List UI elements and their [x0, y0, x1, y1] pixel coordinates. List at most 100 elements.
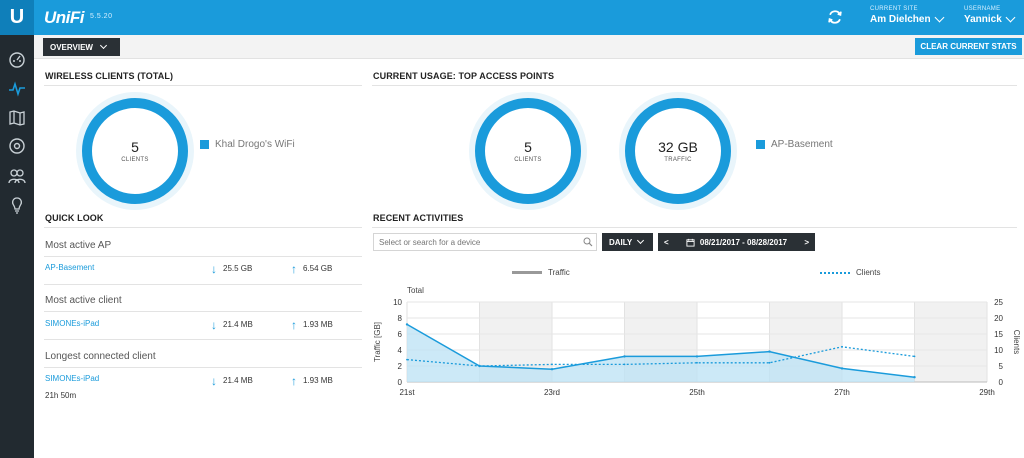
x-tick-label: 25th	[689, 388, 705, 397]
x-tick-label: 29th	[979, 388, 995, 397]
clear-current-stats-button[interactable]: CLEAR CURRENT STATS	[915, 38, 1022, 55]
connection-duration: 21h 50m	[45, 391, 77, 400]
clients-point	[768, 361, 771, 364]
traffic-point	[695, 355, 699, 358]
chevron-down-icon	[934, 12, 945, 23]
overview-label: OVERVIEW	[50, 42, 93, 52]
download-value: 25.5 GB	[223, 264, 253, 273]
ap-clients-donut: 5 CLIENTS	[475, 98, 581, 204]
upload-stat: ↑ 1.93 MB	[291, 373, 333, 388]
current-site-selector[interactable]: CURRENT SITE Am Dielchen	[870, 6, 945, 25]
clients-point	[551, 363, 553, 366]
prev-range-button[interactable]: <	[664, 237, 669, 247]
divider	[44, 339, 362, 340]
donut-value: 32 GB	[658, 139, 698, 155]
traffic-point	[550, 368, 554, 371]
traffic-point	[840, 367, 844, 370]
donut-value: 5	[524, 139, 532, 155]
clients-point	[406, 358, 408, 361]
date-range-value: 08/21/2017 - 08/28/2017	[699, 237, 788, 247]
upload-value: 1.93 MB	[303, 320, 333, 329]
divider	[372, 227, 1017, 228]
devices-icon[interactable]	[7, 136, 27, 156]
upload-value: 1.93 MB	[303, 376, 333, 385]
y-tick-label: 4	[398, 346, 403, 355]
donut-unit: CLIENTS	[121, 157, 149, 163]
clients-line	[406, 346, 915, 367]
upload-value: 6.54 GB	[303, 264, 333, 273]
chart-band	[914, 302, 987, 382]
legend-traffic[interactable]: Traffic	[512, 268, 570, 277]
dashboard-icon[interactable]	[7, 50, 27, 70]
ap-legend: AP-Basement	[756, 139, 833, 150]
chevron-down-icon	[637, 236, 645, 245]
ap-traffic-donut: 32 GB TRAFFIC	[625, 98, 731, 204]
legend-clients[interactable]: Clients	[820, 268, 880, 277]
y-tick-label: 8	[398, 314, 403, 323]
clients-point	[623, 363, 626, 366]
upload-stat: ↑ 1.93 MB	[291, 317, 333, 332]
legend-clients-label: Clients	[856, 268, 881, 277]
y-tick-label: 0	[398, 378, 403, 387]
y2-tick-label: 20	[994, 314, 1003, 323]
legend-line-solid	[512, 271, 542, 274]
traffic-point	[913, 376, 916, 379]
y-tick-label: 10	[393, 298, 402, 307]
clients-point	[478, 365, 481, 367]
sidebar	[0, 35, 34, 458]
legend-label: AP-Basement	[771, 139, 833, 150]
statistics-icon[interactable]	[7, 79, 27, 99]
quick-look-label: Most active client	[45, 295, 122, 306]
y-axis-label: Traffic [GB]	[373, 322, 382, 362]
y2-tick-label: 25	[994, 298, 1003, 307]
x-tick-label: 27th	[834, 388, 850, 397]
map-icon[interactable]	[7, 108, 27, 128]
quick-look-label: Longest connected client	[45, 351, 156, 362]
divider	[44, 227, 362, 228]
most-active-ap-link[interactable]: AP-Basement	[45, 263, 95, 272]
traffic-point	[405, 323, 409, 326]
y2-tick-label: 10	[994, 346, 1003, 355]
y2-tick-label: 0	[999, 378, 1004, 387]
username-value: Yannick	[964, 14, 1002, 25]
x-tick-label: 21st	[399, 388, 415, 397]
legend-label: Khal Drogo's WiFi	[215, 139, 295, 150]
most-active-client-link[interactable]: SIMONEs-iPad	[45, 319, 100, 328]
calendar-icon	[686, 238, 695, 247]
username-menu[interactable]: USERNAME Yannick	[964, 6, 1016, 25]
date-range-picker[interactable]: < 08/21/2017 - 08/28/2017 >	[658, 233, 815, 251]
device-search-input[interactable]	[373, 233, 597, 251]
sub-header: OVERVIEW CLEAR CURRENT STATS	[34, 35, 1024, 59]
divider	[44, 85, 362, 86]
divider	[44, 284, 362, 285]
donut-value: 5	[131, 139, 139, 155]
version-label: 5.5.20	[90, 13, 113, 20]
chevron-down-icon	[1005, 12, 1016, 23]
username-label: USERNAME	[964, 6, 1001, 12]
download-stat: ↓ 21.4 MB	[211, 319, 253, 331]
clients-icon[interactable]	[7, 166, 27, 186]
donut-unit: TRAFFIC	[664, 157, 692, 163]
unifi-logo[interactable]: U	[0, 0, 34, 35]
y2-axis-label: Clients	[1012, 330, 1021, 354]
next-range-button[interactable]: >	[804, 237, 809, 247]
range-dropdown[interactable]: DAILY	[602, 233, 653, 251]
y2-tick-label: 15	[994, 330, 1003, 339]
arrow-up-icon: ↑	[291, 373, 297, 388]
longest-connected-client-link[interactable]: SIMONEs-iPad	[45, 374, 100, 383]
clients-point	[841, 345, 843, 348]
divider	[44, 256, 362, 257]
overview-dropdown[interactable]: OVERVIEW	[43, 38, 120, 56]
divider	[372, 85, 1017, 86]
arrow-up-icon: ↑	[291, 317, 297, 332]
refresh-icon[interactable]	[826, 8, 844, 26]
divider	[44, 311, 362, 312]
current-usage-title: CURRENT USAGE: TOP ACCESS POINTS	[373, 71, 555, 81]
upload-stat: ↑ 6.54 GB	[291, 263, 333, 275]
current-site-label: CURRENT SITE	[870, 6, 918, 12]
legend-traffic-label: Traffic	[548, 268, 570, 277]
top-bar: U UniFi 5.5.20 CURRENT SITE Am Dielchen …	[0, 0, 1024, 35]
insights-icon[interactable]	[7, 195, 27, 215]
legend-swatch	[200, 140, 209, 149]
